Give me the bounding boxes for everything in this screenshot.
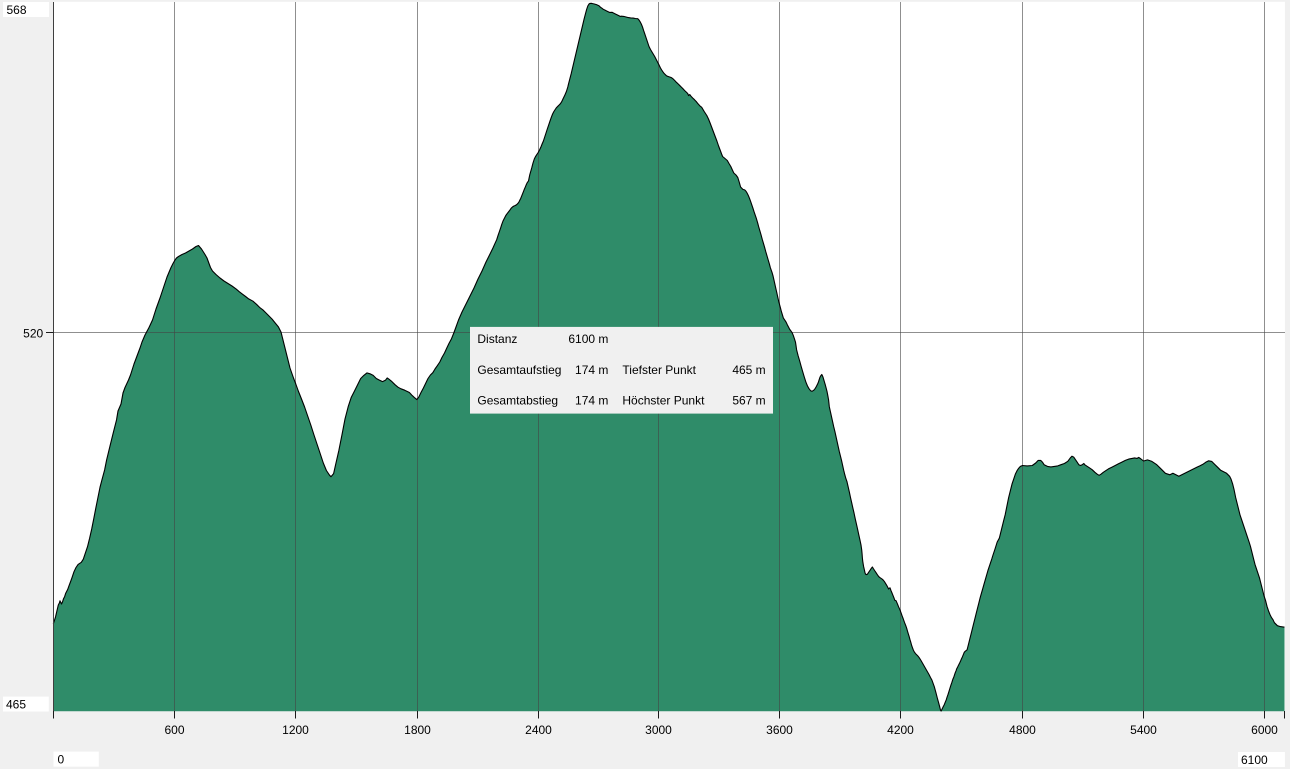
svg-text:1200: 1200 bbox=[282, 723, 309, 737]
svg-text:174 m: 174 m bbox=[575, 363, 608, 377]
svg-text:3000: 3000 bbox=[645, 723, 672, 737]
svg-text:520: 520 bbox=[23, 327, 43, 341]
svg-text:465 m: 465 m bbox=[732, 363, 765, 377]
svg-text:Tiefster Punkt: Tiefster Punkt bbox=[622, 363, 696, 377]
svg-text:0: 0 bbox=[58, 753, 65, 767]
svg-text:3600: 3600 bbox=[766, 723, 793, 737]
svg-text:6100 m: 6100 m bbox=[568, 332, 608, 346]
svg-text:567 m: 567 m bbox=[732, 394, 765, 408]
svg-text:2400: 2400 bbox=[525, 723, 552, 737]
svg-text:5400: 5400 bbox=[1130, 723, 1157, 737]
svg-text:6000: 6000 bbox=[1251, 723, 1278, 737]
svg-text:4800: 4800 bbox=[1009, 723, 1036, 737]
svg-text:Gesamtaufstieg: Gesamtaufstieg bbox=[477, 363, 561, 377]
svg-text:568: 568 bbox=[7, 3, 27, 17]
svg-text:Höchster Punkt: Höchster Punkt bbox=[622, 394, 705, 408]
svg-text:Gesamtabstieg: Gesamtabstieg bbox=[477, 394, 558, 408]
svg-text:1800: 1800 bbox=[404, 723, 431, 737]
svg-text:Distanz: Distanz bbox=[477, 332, 517, 346]
svg-text:600: 600 bbox=[164, 723, 184, 737]
svg-text:174 m: 174 m bbox=[575, 394, 608, 408]
svg-text:465: 465 bbox=[6, 697, 26, 711]
svg-text:6100: 6100 bbox=[1241, 753, 1268, 767]
svg-text:4200: 4200 bbox=[887, 723, 914, 737]
